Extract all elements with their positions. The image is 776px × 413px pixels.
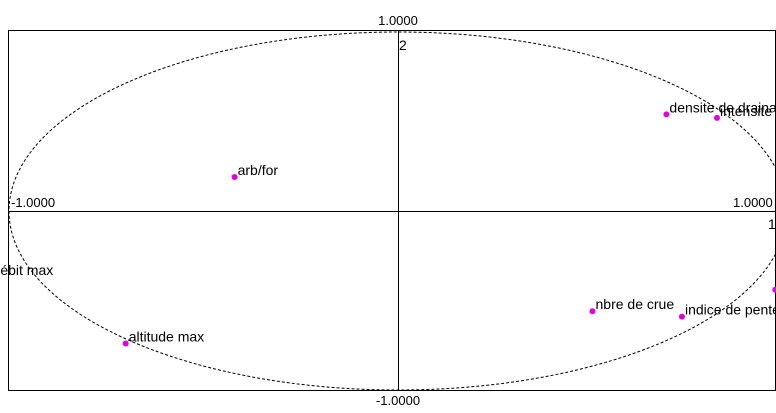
plot-frame bbox=[8, 30, 776, 391]
point-label-5: altitude max bbox=[129, 328, 204, 344]
point-label-1: intensite 30 bbox=[720, 103, 776, 119]
y-axis-number: 2 bbox=[399, 37, 407, 53]
point-0 bbox=[663, 111, 670, 118]
y-tick-min: -1.0000 bbox=[376, 393, 420, 408]
point-label-4: débit max bbox=[0, 262, 53, 278]
point-7 bbox=[772, 286, 776, 293]
point-2 bbox=[231, 173, 238, 180]
point-label-0: densite de drainage bbox=[669, 99, 776, 115]
x-axis-number: 1 bbox=[768, 216, 776, 232]
point-5 bbox=[122, 340, 129, 347]
point-9 bbox=[678, 313, 685, 320]
y-tick-max: 1.0000 bbox=[378, 13, 418, 28]
x-tick-max: 1.0000 bbox=[733, 195, 773, 210]
point-label-2: arb/for bbox=[238, 162, 279, 178]
point-1 bbox=[713, 114, 720, 121]
point-label-9: indice de pente bbox=[685, 302, 776, 318]
x-tick-min: -1.0000 bbox=[11, 195, 55, 210]
point-label-8: nbre de crue bbox=[596, 296, 675, 312]
unit-circle bbox=[8, 31, 776, 391]
point-8 bbox=[589, 308, 596, 315]
